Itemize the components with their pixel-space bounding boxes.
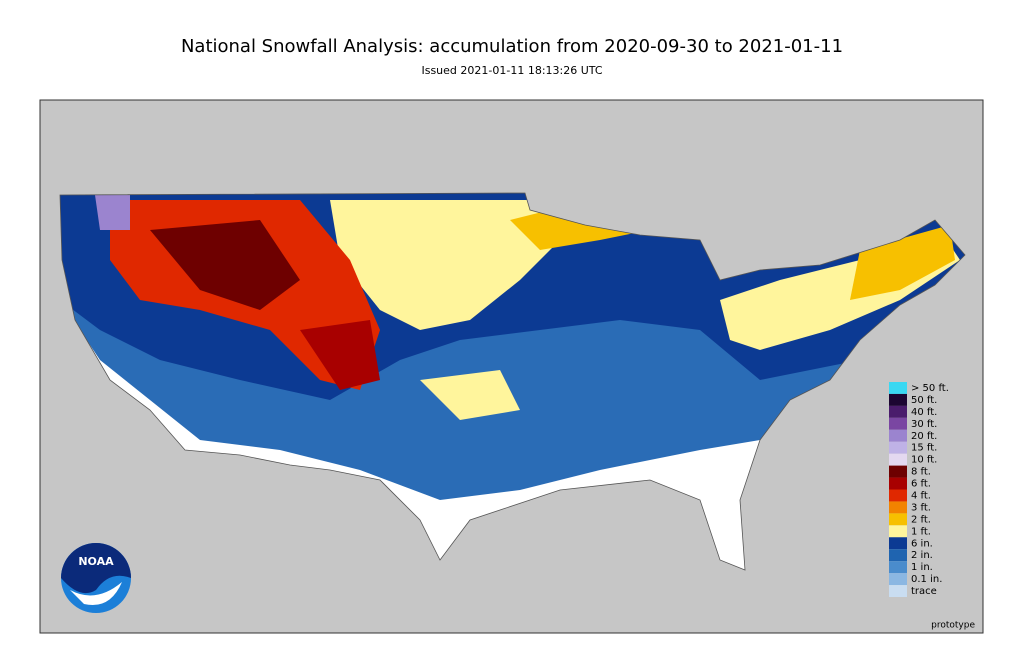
logo-text: NOAA <box>78 555 114 568</box>
legend-swatch <box>889 525 907 538</box>
legend-label: 20 ft. <box>911 431 937 442</box>
legend-swatch <box>889 441 907 454</box>
legend-label: 15 ft. <box>911 443 937 454</box>
legend-swatch <box>889 489 907 502</box>
footnote: prototype <box>931 621 975 631</box>
legend-label: 8 ft. <box>911 467 931 478</box>
logo-gull <box>70 582 122 606</box>
legend-swatch <box>889 501 907 514</box>
legend-label: 10 ft. <box>911 455 937 466</box>
legend-swatch <box>889 549 907 562</box>
legend-label: 2 in. <box>911 550 933 561</box>
legend-label: trace <box>911 586 937 597</box>
legend-swatch <box>889 537 907 550</box>
legend-swatch <box>889 573 907 586</box>
legend-label: 6 ft. <box>911 479 931 490</box>
legend-swatch <box>889 561 907 574</box>
legend-label: 3 ft. <box>911 502 931 513</box>
legend-swatch <box>889 477 907 490</box>
legend-label: 40 ft. <box>911 407 937 418</box>
legend-label: 50 ft. <box>911 395 937 406</box>
legend: > 50 ft.50 ft.40 ft.30 ft.20 ft.15 ft.10… <box>889 382 949 597</box>
legend-swatch <box>889 382 907 394</box>
legend-swatch <box>889 453 907 466</box>
legend-label: 2 ft. <box>911 514 931 525</box>
legend-swatch <box>889 405 907 418</box>
legend-swatch <box>889 585 907 597</box>
legend-label: 4 ft. <box>911 490 931 501</box>
legend-swatch <box>889 465 907 478</box>
legend-label: > 50 ft. <box>911 383 949 394</box>
map-subtitle: Issued 2021-01-11 18:13:26 UTC <box>421 64 602 77</box>
legend-swatch <box>889 417 907 430</box>
legend-label: 1 in. <box>911 562 933 573</box>
legend-swatch <box>889 513 907 526</box>
legend-swatch <box>889 393 907 406</box>
legend-label: 6 in. <box>911 538 933 549</box>
logo-top <box>61 543 131 594</box>
legend-label: 1 ft. <box>911 526 931 537</box>
legend-label: 30 ft. <box>911 419 937 430</box>
legend-label: 0.1 in. <box>911 574 942 585</box>
us-outline <box>59 192 966 571</box>
legend-swatch <box>889 429 907 442</box>
map-title: National Snowfall Analysis: accumulation… <box>181 36 843 57</box>
